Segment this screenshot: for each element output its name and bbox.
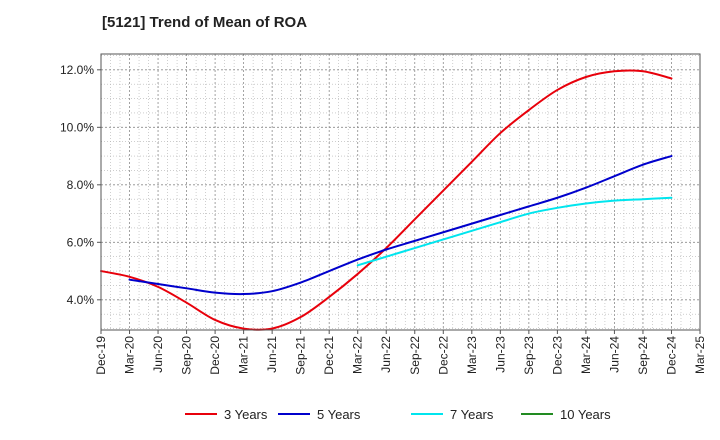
y-axis-ticks: 4.0% 6.0% 8.0% 10.0% 12.0% — [60, 63, 101, 307]
x-tick-label: Mar-20 — [123, 336, 137, 374]
x-tick-label: Dec-19 — [94, 336, 108, 375]
x-tick-label: Mar-23 — [465, 336, 479, 374]
y-tick-label: 6.0% — [67, 235, 95, 249]
x-tick-label: Jun-20 — [151, 336, 165, 373]
x-tick-label: Mar-22 — [351, 336, 365, 374]
x-tick-label: Jun-24 — [607, 336, 621, 373]
legend: 3 Years 5 Years 7 Years 10 Years — [185, 407, 611, 422]
x-tick-label: Sep-20 — [180, 336, 194, 375]
x-tick-label: Sep-23 — [522, 336, 536, 375]
x-tick-label: Dec-22 — [436, 336, 450, 375]
x-tick-label: Dec-21 — [322, 336, 336, 375]
x-tick-label: Mar-21 — [237, 336, 251, 374]
x-tick-label: Sep-21 — [294, 336, 308, 375]
x-tick-label: Sep-22 — [408, 336, 422, 375]
x-tick-label: Sep-24 — [636, 336, 650, 375]
y-tick-label: 10.0% — [60, 120, 94, 134]
legend-label-3-years: 3 Years — [224, 407, 268, 422]
series-line-7-years — [356, 196, 673, 267]
y-tick-label: 4.0% — [67, 293, 95, 307]
x-tick-label: Mar-25 — [693, 336, 707, 374]
legend-label-10-years: 10 Years — [560, 407, 611, 422]
x-tick-label: Dec-24 — [664, 336, 678, 375]
chart-title: [5121] Trend of Mean of ROA — [102, 14, 308, 31]
x-tick-label: Dec-23 — [550, 336, 564, 375]
x-tick-label: Jun-23 — [493, 336, 507, 373]
x-tick-label: Mar-24 — [579, 336, 593, 374]
series-line-3-years — [100, 69, 673, 331]
x-tick-label: Dec-20 — [208, 336, 222, 375]
y-tick-label: 8.0% — [67, 178, 95, 192]
x-axis-ticks: Dec-19 Mar-20 Jun-20 Sep-20 Dec-20 Mar-21 Jun-… — [94, 330, 707, 375]
y-tick-label: 12.0% — [60, 63, 94, 77]
legend-label-5-years: 5 Years — [317, 407, 361, 422]
series-line-5-years — [128, 155, 673, 296]
legend-label-7-years: 7 Years — [450, 407, 494, 422]
x-tick-label: Jun-21 — [265, 336, 279, 373]
x-tick-label: Jun-22 — [379, 336, 393, 373]
plot-frame — [100, 53, 701, 331]
series-lines — [100, 69, 673, 331]
plot-background — [101, 54, 700, 330]
